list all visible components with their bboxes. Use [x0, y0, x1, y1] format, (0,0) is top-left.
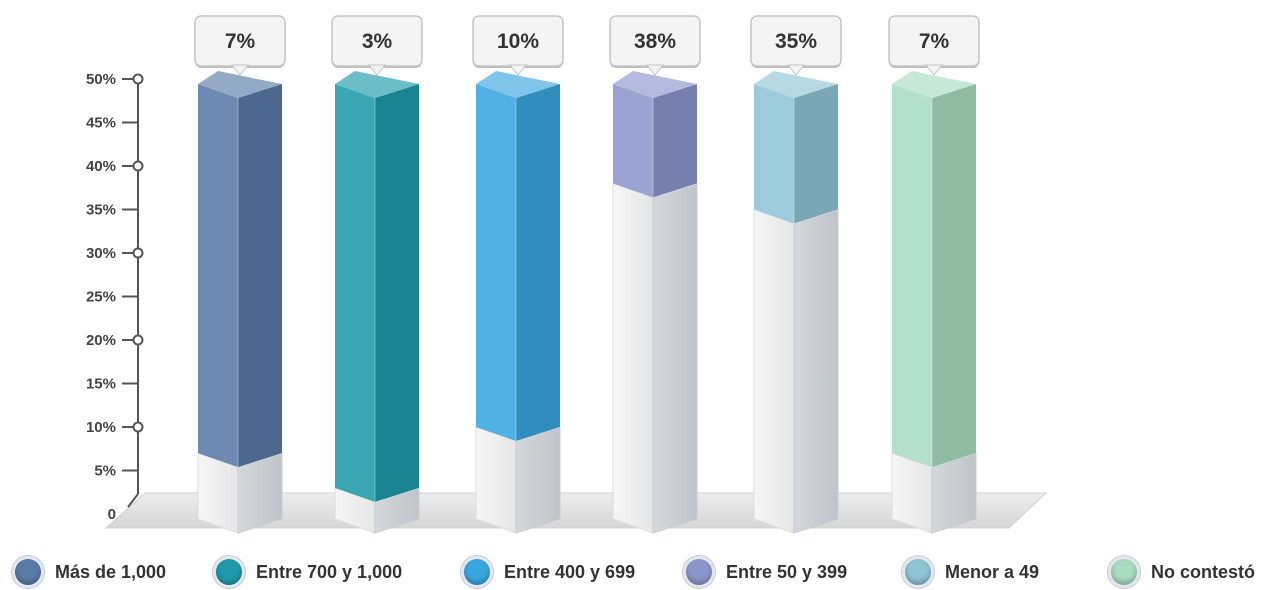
bar-column-front	[335, 84, 375, 502]
bars-group: 7% 3% 10% 38% 35% 7%	[194, 15, 980, 534]
bar-base-side	[515, 426, 561, 534]
label-callout-pointer	[367, 64, 387, 76]
bar-group: 38%	[609, 15, 701, 534]
y-tick-marker	[132, 421, 144, 433]
bar-column-side	[516, 84, 560, 441]
bar-column-front	[892, 84, 932, 468]
bar-base-side	[652, 182, 698, 534]
label-callout-pointer	[230, 64, 250, 76]
legend-label: Entre 50 y 399	[726, 561, 848, 582]
y-tick-label: 0	[108, 506, 116, 523]
legend-swatch	[461, 556, 493, 588]
legend-item: Menor a 49	[902, 554, 1039, 590]
y-tick-marker	[132, 334, 144, 346]
bar-column-top	[198, 71, 282, 98]
bar-value-label: 3%	[362, 30, 393, 53]
label-callout-pointer	[508, 64, 528, 76]
bar-value-label: 7%	[225, 30, 256, 53]
bar-column-top	[754, 71, 838, 98]
y-tick-marker	[132, 160, 144, 172]
bar-group: 7%	[888, 15, 980, 534]
legend-item: Entre 700 y 1,000	[213, 554, 402, 590]
label-callout-pointer	[645, 64, 665, 76]
legend-label: Entre 400 y 699	[504, 561, 636, 582]
bar-base-front	[475, 426, 517, 534]
legend-label: No contestó	[1151, 561, 1256, 582]
y-tick-label: 50%	[86, 71, 116, 88]
legend-swatch	[12, 556, 44, 588]
bar-base-side	[793, 208, 839, 534]
label-callout-pointer	[786, 64, 806, 76]
label-callout-pointer	[924, 64, 944, 76]
bar-value-label: 7%	[919, 30, 950, 53]
y-tick-label: 35%	[86, 202, 116, 219]
bar-value-label: 35%	[775, 30, 817, 53]
legend-label: Más de 1,000	[55, 561, 167, 582]
bar-column-front	[613, 84, 653, 198]
y-tick-label: 15%	[86, 376, 116, 393]
bar-group: 3%	[331, 15, 423, 534]
y-tick-label: 25%	[86, 289, 116, 306]
legend-item: No contestó	[1108, 554, 1255, 590]
bar-column-side	[794, 84, 838, 224]
bar-group: 10%	[472, 15, 564, 534]
bar-column-top	[613, 71, 697, 98]
bar-column-front	[754, 84, 794, 224]
legend-swatch	[213, 556, 245, 588]
bar-base-front	[612, 182, 654, 534]
bar-column-front	[198, 84, 238, 468]
bar-column-side	[375, 84, 419, 502]
y-tick-label: 30%	[86, 245, 116, 262]
bar-base-front	[753, 208, 795, 534]
bar-column-top	[892, 71, 976, 98]
y-axis: 0 5% 10% 15% 20% 25% 30% 35% 40% 45% 50%	[86, 71, 144, 523]
y-tick-marker	[132, 247, 144, 259]
legend-swatch	[683, 556, 715, 588]
bar-column-top	[335, 71, 419, 98]
legend-item: Más de 1,000	[12, 554, 166, 590]
bar-column-side	[653, 84, 697, 198]
y-tick-label: 5%	[94, 463, 116, 480]
bar-column-top	[476, 71, 560, 98]
legend-swatch	[902, 556, 934, 588]
legend-swatch	[1108, 556, 1140, 588]
bar-chart: 0 5% 10% 15% 20% 25% 30% 35% 40% 45% 50% 7% 3% 10% 38…	[86, 15, 1048, 534]
bar-column-side	[932, 84, 976, 468]
y-tick-marker	[132, 73, 144, 85]
bar-group: 35%	[750, 15, 842, 534]
legend-item: Entre 400 y 699	[461, 554, 635, 590]
y-tick-label: 10%	[86, 419, 116, 436]
bar-column-front	[476, 84, 516, 441]
legend-label: Entre 700 y 1,000	[256, 561, 403, 582]
y-axis-foot	[127, 493, 139, 508]
bar-column-side	[238, 84, 282, 468]
legend-label: Menor a 49	[945, 561, 1040, 582]
y-tick-label: 45%	[86, 115, 116, 132]
bar-value-label: 38%	[634, 30, 676, 53]
legend: Más de 1,000 Entre 700 y 1,000 Entre 400 y…	[0, 552, 1281, 590]
y-tick-label: 40%	[86, 158, 116, 175]
bar-value-label: 10%	[497, 30, 539, 53]
bar-group: 7%	[194, 15, 286, 534]
y-tick-label: 20%	[86, 332, 116, 349]
legend-item: Entre 50 y 399	[683, 554, 847, 590]
